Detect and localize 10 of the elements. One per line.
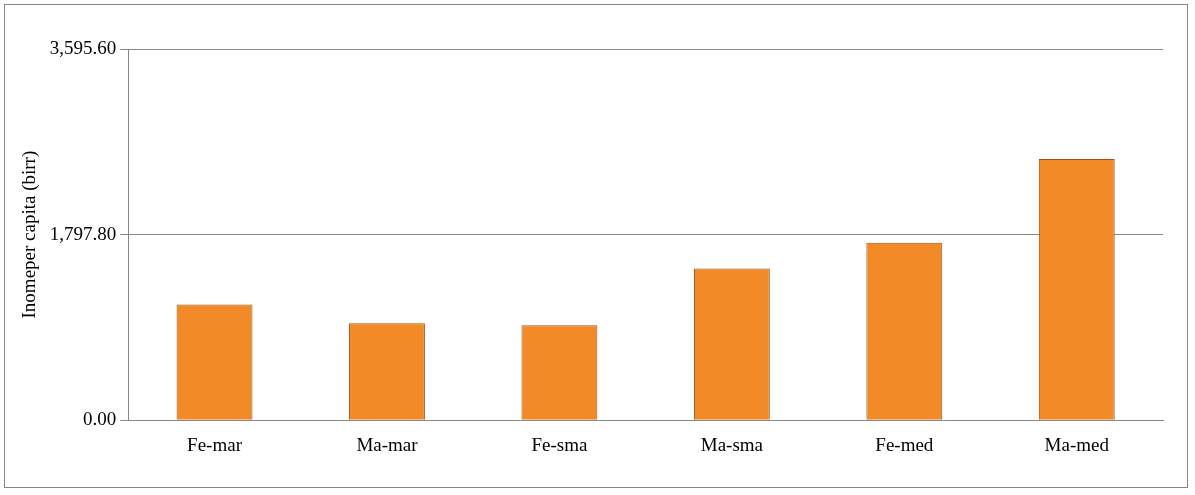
y-axis-title: Inomeper capita (birr) bbox=[18, 150, 41, 319]
x-tick-label: Fe-mar bbox=[187, 433, 243, 455]
x-tick-label: Fe-med bbox=[875, 433, 934, 455]
x-tick-label: Ma-mar bbox=[356, 433, 419, 455]
x-tick-label: Ma-med bbox=[1044, 433, 1110, 455]
x-tick-label: Fe-sma bbox=[531, 433, 588, 455]
y-tick-label: 1,797.80 bbox=[49, 222, 117, 244]
y-tick-label: 0.00 bbox=[83, 408, 117, 430]
x-tick-label: Ma-sma bbox=[700, 433, 764, 455]
y-tick-label: 3,595.60 bbox=[49, 36, 117, 58]
